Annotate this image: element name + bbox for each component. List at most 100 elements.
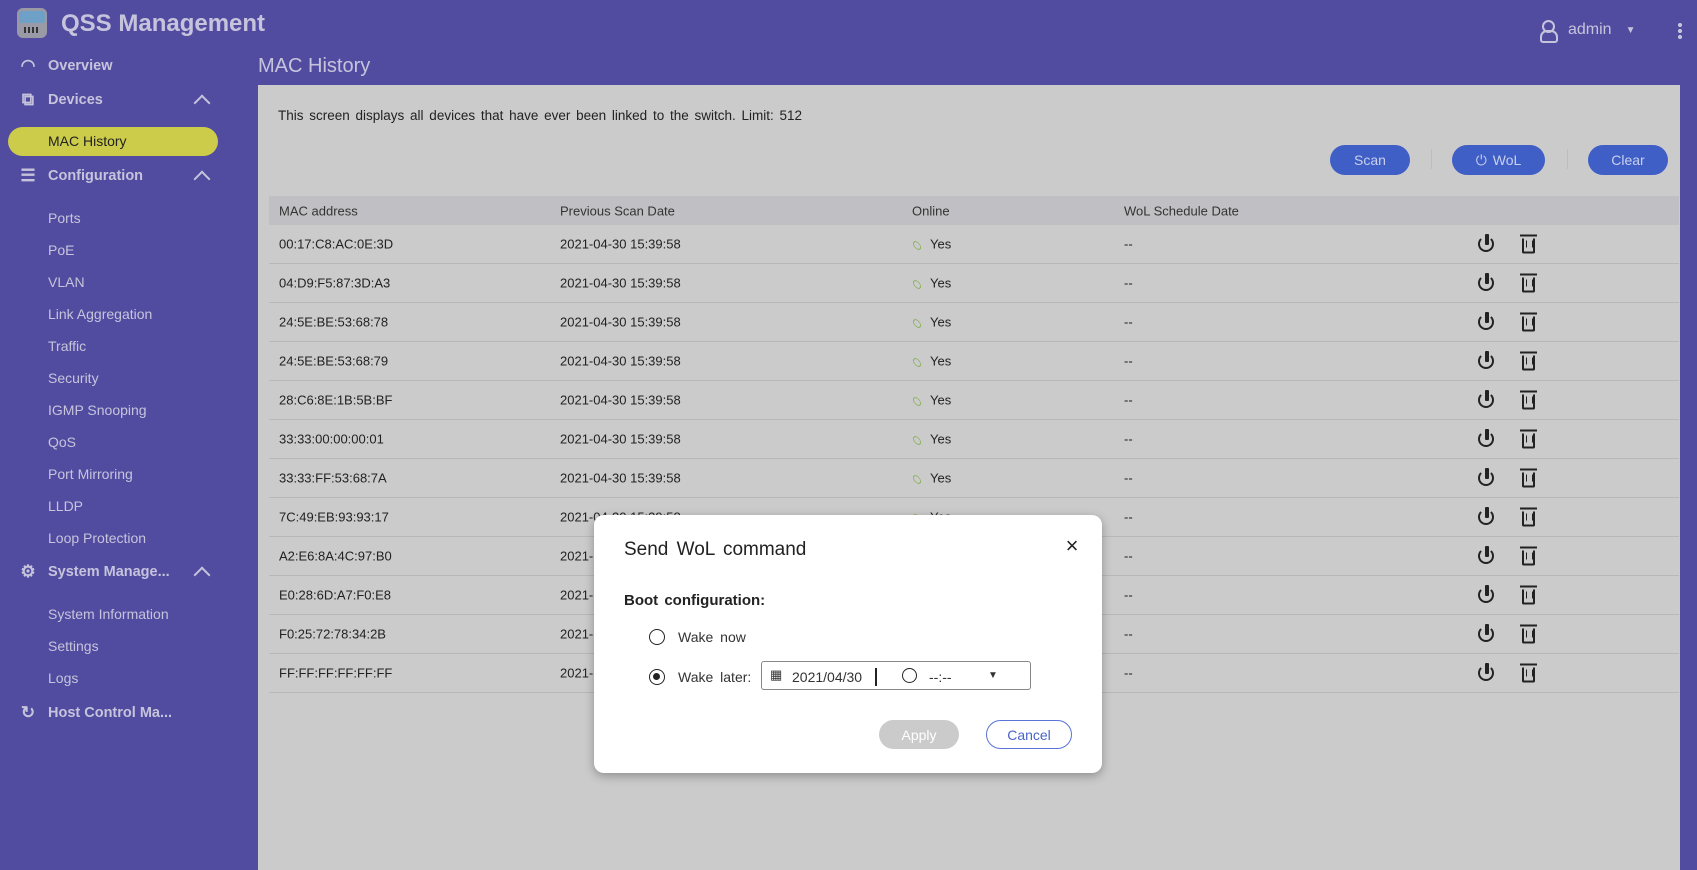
wol-schedule-date: -- [1124, 314, 1133, 330]
trash-icon[interactable] [1520, 234, 1537, 254]
more-options-icon[interactable] [1678, 22, 1682, 40]
table-row[interactable]: 33:33:00:00:00:01 2021-04-30 15:39:58 Ye… [269, 420, 1679, 459]
page-description: This screen displays all devices that ha… [278, 108, 803, 123]
wake-later-radio[interactable] [649, 669, 665, 685]
trash-icon[interactable] [1520, 507, 1537, 527]
sidebar-item-settings[interactable]: Settings [48, 638, 99, 654]
power-icon[interactable] [1478, 663, 1494, 681]
online-status: Yes [911, 470, 952, 486]
user-name: admin [1568, 21, 1612, 38]
link-icon [911, 473, 923, 485]
sidebar-item-security[interactable]: Security [48, 370, 99, 386]
wol-schedule-date: -- [1124, 587, 1133, 603]
online-status: Yes [911, 315, 951, 330]
mac-address: 33:33:00:00:00:01 [279, 431, 384, 447]
online-status: Yes [911, 237, 951, 252]
sidebar-item-igmp-snooping[interactable]: IGMP Snooping [48, 402, 147, 418]
sidebar-item-ports[interactable]: Ports [48, 210, 81, 226]
wol-schedule-date: -- [1124, 470, 1133, 486]
wake-later-label: Wake later: [678, 669, 752, 685]
cancel-button[interactable]: Cancel [986, 720, 1072, 749]
chevron-up-icon[interactable] [193, 170, 211, 188]
online-status: Yes [911, 353, 952, 369]
user-menu[interactable]: admin ▼ [1540, 20, 1635, 43]
table-row[interactable]: 28:C6:8E:1B:5B:BF 2021-04-30 15:39:58 Ye… [269, 381, 1679, 420]
sidebar-item-qos[interactable]: QoS [48, 434, 77, 450]
trash-icon[interactable] [1520, 312, 1537, 332]
sidebar-item-port-mirroring[interactable]: Port Mirroring [48, 466, 133, 482]
user-icon [1540, 20, 1558, 43]
trash-icon[interactable] [1520, 546, 1537, 566]
sidebar-item-overview[interactable]: ◠ Overview [18, 53, 113, 79]
sidebar-item-logs[interactable]: Logs [48, 670, 79, 686]
scan-date: 2021- [560, 665, 594, 681]
sidebar-item-system-information[interactable]: System Information [48, 606, 169, 622]
column-header-wol-date: WoL Schedule Date [1124, 203, 1239, 218]
trash-icon[interactable] [1520, 585, 1537, 605]
sidebar-group-host-control[interactable]: ↻ Host Control Ma... [18, 700, 172, 726]
mac-address: 7C:49:EB:93:93:17 [279, 509, 389, 525]
power-icon[interactable] [1478, 429, 1494, 447]
trash-icon[interactable] [1520, 390, 1537, 410]
column-header-online: Online [912, 203, 950, 218]
sidebar-item-poe[interactable]: PoE [48, 242, 75, 258]
wol-schedule-date: -- [1124, 548, 1133, 564]
clear-button[interactable]: Clear [1588, 145, 1668, 175]
online-value: Yes [930, 353, 952, 369]
trash-icon[interactable] [1520, 273, 1537, 293]
sidebar-item-loop-protection[interactable]: Loop Protection [48, 530, 147, 546]
power-icon[interactable] [1478, 507, 1494, 525]
online-value: Yes [930, 392, 952, 408]
dropdown-arrow-icon[interactable]: ▼ [988, 670, 998, 681]
table-row[interactable]: 33:33:FF:53:68:7A 2021-04-30 15:39:58 Ye… [269, 459, 1679, 498]
date-value: 2021/04/30 [792, 669, 863, 685]
scan-date: 2021- [560, 548, 594, 564]
sidebar-group-devices[interactable]: ⧉ Devices [18, 87, 103, 113]
table-row[interactable]: 24:5E:BE:53:68:79 2021-04-30 15:39:58 Ye… [269, 342, 1679, 381]
power-icon[interactable] [1478, 624, 1494, 642]
sidebar-item-lldp[interactable]: LLDP [48, 498, 84, 514]
wol-button[interactable]: ⏻ WoL [1452, 145, 1545, 175]
link-icon [911, 395, 923, 407]
link-icon [911, 278, 923, 290]
close-icon[interactable]: × [1065, 533, 1079, 558]
scan-button[interactable]: Scan [1330, 145, 1410, 175]
sidebar-item-vlan[interactable]: VLAN [48, 274, 85, 290]
apply-button[interactable]: Apply [879, 720, 959, 749]
power-icon[interactable] [1478, 234, 1494, 252]
sidebar-item-link-aggregation[interactable]: Link Aggregation [48, 306, 153, 322]
chevron-up-icon[interactable] [193, 566, 211, 584]
wol-schedule-date: -- [1124, 509, 1133, 525]
trash-icon[interactable] [1520, 624, 1537, 644]
trash-icon[interactable] [1520, 429, 1537, 449]
power-icon[interactable] [1478, 390, 1494, 408]
power-icon[interactable] [1478, 312, 1494, 330]
sidebar-group-configuration[interactable]: ☰ Configuration [18, 163, 143, 189]
online-value: Yes [930, 470, 952, 486]
power-icon[interactable] [1478, 468, 1494, 486]
gear-icon: ⚙ [20, 562, 36, 581]
scan-date: 2021-04-30 15:39:58 [560, 392, 681, 408]
trash-icon[interactable] [1520, 663, 1537, 683]
sidebar-item-traffic[interactable]: Traffic [48, 338, 87, 354]
boot-config-label: Boot configuration: [624, 592, 766, 609]
power-icon[interactable] [1478, 585, 1494, 603]
trash-icon[interactable] [1520, 351, 1537, 371]
datetime-input[interactable]: ▦ 2021/04/30 --:-- ▼ [761, 661, 1031, 690]
gauge-icon: ◠ [20, 56, 36, 75]
wol-schedule-date: -- [1124, 275, 1133, 291]
sidebar-item-mac-history[interactable]: MAC History [8, 127, 218, 156]
power-icon[interactable] [1478, 546, 1494, 564]
wol-label: WoL [1492, 152, 1522, 168]
sidebar-group-system[interactable]: ⚙ System Manage... [18, 559, 169, 585]
table-row[interactable]: 04:D9:F5:87:3D:A3 2021-04-30 15:39:58 Ye… [269, 264, 1679, 303]
trash-icon[interactable] [1520, 468, 1537, 488]
mac-address: FF:FF:FF:FF:FF:FF [279, 665, 393, 681]
table-row[interactable]: 24:5E:BE:53:68:78 2021-04-30 15:39:58 Ye… [269, 303, 1679, 342]
power-icon[interactable] [1478, 351, 1494, 369]
table-row[interactable]: 00:17:C8:AC:0E:3D 2021-04-30 15:39:58 Ye… [269, 225, 1679, 264]
wake-now-radio[interactable] [649, 629, 665, 645]
power-icon[interactable] [1478, 273, 1494, 291]
chevron-up-icon[interactable] [193, 94, 211, 112]
table-row[interactable]: FF:FF:FF:FF:FF:FF 2021- -- [269, 654, 1679, 693]
